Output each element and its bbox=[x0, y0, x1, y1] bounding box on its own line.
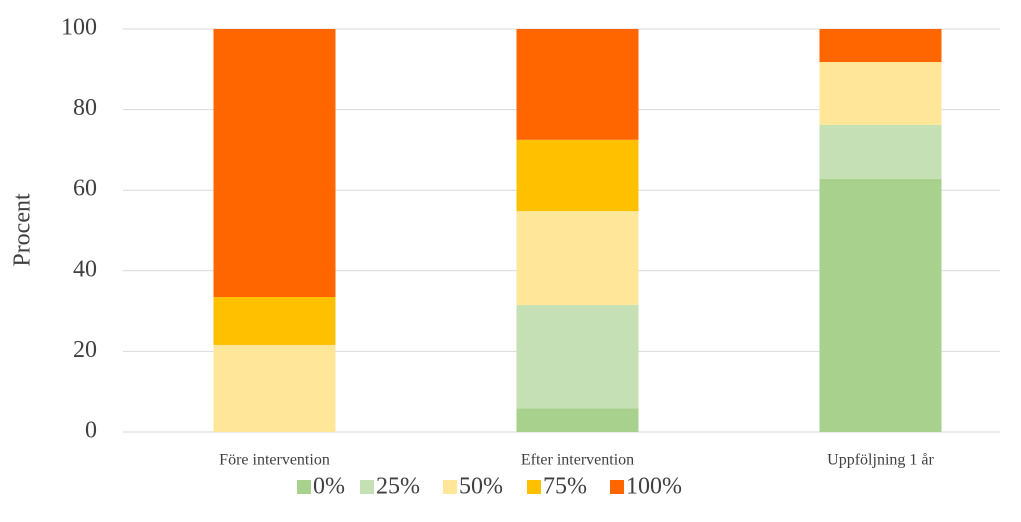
y-tick-label: 20 bbox=[73, 337, 97, 363]
legend-swatch bbox=[297, 480, 311, 494]
legend-swatch bbox=[443, 480, 457, 494]
bar-segment bbox=[516, 305, 639, 409]
y-tick-label: 0 bbox=[85, 418, 97, 444]
bar-segment bbox=[516, 29, 639, 140]
y-tick-label: 60 bbox=[73, 176, 97, 202]
bar-segment bbox=[213, 29, 336, 297]
y-tick-label: 80 bbox=[73, 95, 97, 121]
legend-label: 100% bbox=[626, 474, 682, 500]
bar-segment bbox=[819, 62, 942, 125]
bar-segment bbox=[213, 344, 336, 432]
bar-segment bbox=[516, 408, 639, 432]
bar-segment bbox=[516, 139, 639, 212]
legend-label: 25% bbox=[376, 474, 420, 500]
y-tick-label: 100 bbox=[61, 15, 97, 41]
legend-label: 0% bbox=[313, 474, 345, 500]
bar-segment bbox=[516, 211, 639, 306]
bar-segment bbox=[819, 124, 942, 179]
bar-segment bbox=[819, 29, 942, 63]
x-tick-label: Efter intervention bbox=[521, 452, 634, 469]
y-axis-label: Procent bbox=[10, 193, 36, 267]
legend-swatch bbox=[360, 480, 374, 494]
x-tick-label: Före intervention bbox=[219, 452, 330, 469]
bar-segment bbox=[819, 178, 942, 432]
legend-label: 75% bbox=[543, 474, 587, 500]
bar-segment bbox=[213, 296, 336, 345]
legend-swatch bbox=[610, 480, 624, 494]
legend-label: 50% bbox=[459, 474, 503, 500]
x-tick-label: Uppföljning 1 år bbox=[827, 452, 934, 469]
y-tick-label: 40 bbox=[73, 256, 97, 282]
legend-swatch bbox=[527, 480, 541, 494]
